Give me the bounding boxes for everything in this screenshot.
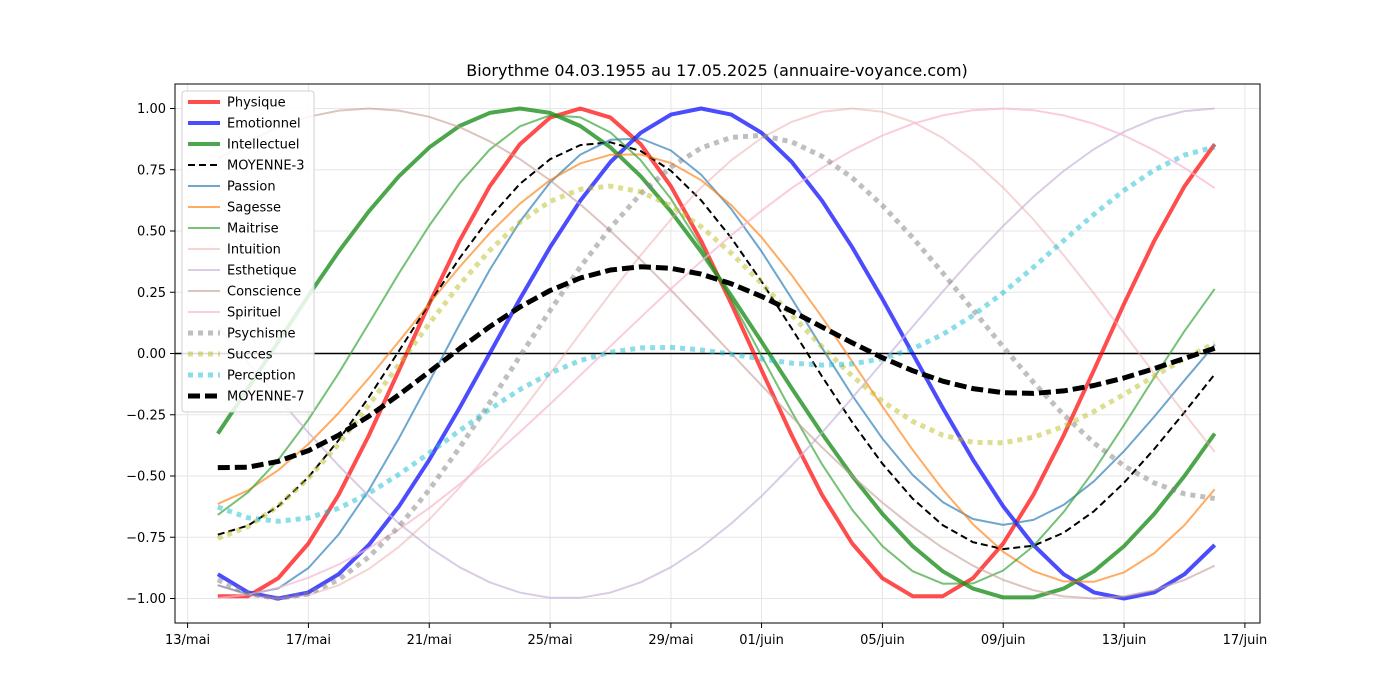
legend-label: Psychisme [227, 327, 296, 342]
x-tick-label: 05/juin [860, 633, 905, 648]
y-tick-label: −0.75 [126, 531, 166, 546]
legend-label: MOYENNE-7 [227, 390, 305, 405]
legend-label: Intellectuel [227, 138, 299, 153]
series-lines [216, 106, 1217, 601]
x-tick-label: 25/mai [528, 633, 573, 648]
series-line-esthetique [217, 107, 1215, 599]
legend-label: Maitrise [227, 222, 279, 237]
y-tick-label: 1.00 [137, 102, 166, 117]
legend-box [181, 90, 315, 413]
legend-label: Succes [227, 348, 273, 363]
series-line-intuition [217, 107, 1216, 600]
x-tick-label: 17/juin [1223, 633, 1268, 648]
legend-label: Spirituel [227, 306, 281, 321]
y-tick-label: 0.25 [137, 286, 166, 301]
legend-label: Passion [227, 180, 276, 195]
series-line-maitrise [217, 114, 1216, 585]
series-line-succes [216, 183, 1216, 541]
series-line-sagesse [217, 153, 1216, 583]
x-tick-label: 09/juin [981, 633, 1026, 648]
legend-label: Intuition [227, 243, 281, 258]
series-line-psychisme [216, 132, 1216, 601]
x-tick-label: 17/mai [286, 633, 331, 648]
legend-label: Physique [227, 96, 286, 111]
y-tick-label: 0.00 [137, 347, 166, 362]
legend-label: Esthetique [227, 264, 297, 279]
series-line-conscience [217, 107, 1216, 600]
x-tick-label: 29/mai [648, 633, 693, 648]
series-line-moyenne-7 [217, 264, 1216, 471]
y-axis-ticks: 1.00 0.75 0.50 0.25 0.00 −0.25 −0.50 −0.75 −1.00 [126, 102, 175, 607]
legend-label: MOYENNE-3 [227, 159, 305, 174]
x-tick-label: 21/mai [407, 633, 452, 648]
chart-legend: Physique Emotionnel Intellectuel MOYENNE-3 P… [181, 90, 315, 413]
y-tick-label: 0.50 [137, 225, 166, 240]
legend-label: Conscience [227, 285, 301, 300]
chart-title: Biorythme 04.03.1955 au 17.05.2025 (annu… [466, 61, 968, 80]
y-tick-label: −1.00 [126, 592, 166, 607]
series-line-emotionnel [216, 106, 1217, 601]
legend-label: Perception [227, 369, 296, 384]
legend-label: Emotionnel [227, 117, 301, 132]
x-axis-ticks: 13/mai 17/mai 21/mai 25/mai 29/mai 01/juin 05/… [165, 623, 1267, 648]
legend-label: Sagesse [227, 201, 281, 216]
x-tick-label: 01/juin [739, 633, 784, 648]
series-line-spirituel [217, 107, 1216, 600]
x-tick-label: 13/mai [165, 633, 210, 648]
x-tick-label: 13/juin [1102, 633, 1147, 648]
y-tick-label: −0.25 [126, 408, 166, 423]
series-line-perception [216, 144, 1216, 524]
series-line-moyenne-3 [217, 141, 1216, 551]
y-tick-label: 0.75 [137, 163, 166, 178]
y-tick-label: −0.50 [126, 470, 166, 485]
